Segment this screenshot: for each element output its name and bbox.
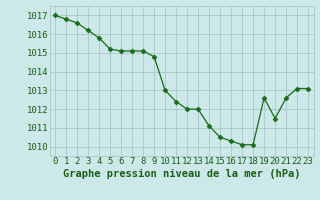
X-axis label: Graphe pression niveau de la mer (hPa): Graphe pression niveau de la mer (hPa) (63, 169, 300, 179)
